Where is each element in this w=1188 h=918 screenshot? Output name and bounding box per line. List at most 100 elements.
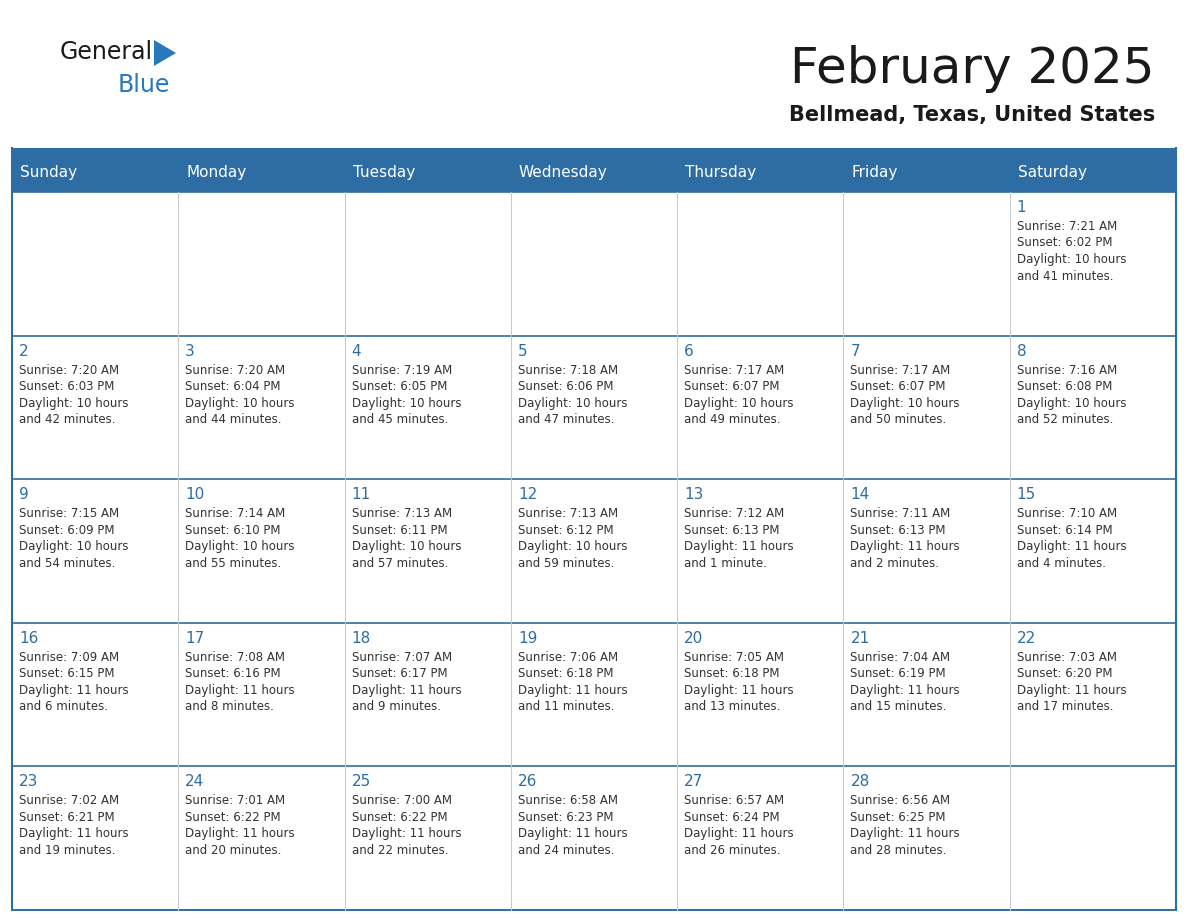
Text: Daylight: 10 hours: Daylight: 10 hours — [352, 397, 461, 409]
Text: Daylight: 10 hours: Daylight: 10 hours — [518, 540, 627, 554]
Text: Daylight: 11 hours: Daylight: 11 hours — [851, 540, 960, 554]
Bar — [345, 479, 511, 622]
Bar — [178, 192, 345, 336]
Text: and 41 minutes.: and 41 minutes. — [1017, 270, 1113, 283]
Text: Daylight: 11 hours: Daylight: 11 hours — [352, 827, 461, 840]
Text: Tuesday: Tuesday — [353, 165, 415, 181]
Text: Sunrise: 7:17 AM: Sunrise: 7:17 AM — [684, 364, 784, 376]
Text: and 2 minutes.: and 2 minutes. — [851, 556, 940, 570]
Text: February 2025: February 2025 — [790, 45, 1155, 93]
Text: Sunset: 6:23 PM: Sunset: 6:23 PM — [518, 811, 613, 823]
Text: Daylight: 10 hours: Daylight: 10 hours — [1017, 397, 1126, 409]
Text: and 22 minutes.: and 22 minutes. — [352, 844, 448, 856]
Text: and 59 minutes.: and 59 minutes. — [518, 556, 614, 570]
Text: 17: 17 — [185, 631, 204, 645]
Text: Sunrise: 7:07 AM: Sunrise: 7:07 AM — [352, 651, 451, 664]
Text: and 6 minutes.: and 6 minutes. — [19, 700, 108, 713]
Text: Sunrise: 7:14 AM: Sunrise: 7:14 AM — [185, 508, 285, 521]
Bar — [178, 767, 345, 910]
Text: 14: 14 — [851, 487, 870, 502]
Text: 9: 9 — [19, 487, 29, 502]
Text: Sunset: 6:06 PM: Sunset: 6:06 PM — [518, 380, 613, 393]
Bar — [843, 336, 1010, 479]
Text: 13: 13 — [684, 487, 703, 502]
Bar — [345, 622, 511, 767]
Text: Sunset: 6:04 PM: Sunset: 6:04 PM — [185, 380, 280, 393]
Text: Sunrise: 6:57 AM: Sunrise: 6:57 AM — [684, 794, 784, 808]
Text: Daylight: 11 hours: Daylight: 11 hours — [1017, 684, 1126, 697]
Text: Sunset: 6:20 PM: Sunset: 6:20 PM — [1017, 667, 1112, 680]
Text: and 54 minutes.: and 54 minutes. — [19, 556, 115, 570]
Text: and 28 minutes.: and 28 minutes. — [851, 844, 947, 856]
Text: 23: 23 — [19, 775, 38, 789]
Text: 21: 21 — [851, 631, 870, 645]
Text: Sunset: 6:15 PM: Sunset: 6:15 PM — [19, 667, 114, 680]
Text: Sunrise: 7:19 AM: Sunrise: 7:19 AM — [352, 364, 451, 376]
Text: Daylight: 11 hours: Daylight: 11 hours — [518, 684, 627, 697]
Text: Daylight: 11 hours: Daylight: 11 hours — [684, 827, 794, 840]
Text: Sunset: 6:10 PM: Sunset: 6:10 PM — [185, 523, 280, 537]
Bar — [511, 154, 677, 192]
Text: and 11 minutes.: and 11 minutes. — [518, 700, 614, 713]
Bar — [677, 192, 843, 336]
Text: 20: 20 — [684, 631, 703, 645]
Text: 12: 12 — [518, 487, 537, 502]
Text: Daylight: 11 hours: Daylight: 11 hours — [851, 684, 960, 697]
Bar — [12, 192, 178, 336]
Bar — [345, 767, 511, 910]
Text: and 49 minutes.: and 49 minutes. — [684, 413, 781, 426]
Bar — [12, 622, 178, 767]
Bar — [677, 336, 843, 479]
Text: and 17 minutes.: and 17 minutes. — [1017, 700, 1113, 713]
Bar — [511, 479, 677, 622]
Text: Daylight: 10 hours: Daylight: 10 hours — [684, 397, 794, 409]
Text: Sunrise: 7:12 AM: Sunrise: 7:12 AM — [684, 508, 784, 521]
Text: 25: 25 — [352, 775, 371, 789]
Text: and 19 minutes.: and 19 minutes. — [19, 844, 115, 856]
Text: Daylight: 11 hours: Daylight: 11 hours — [684, 684, 794, 697]
Text: Sunset: 6:03 PM: Sunset: 6:03 PM — [19, 380, 114, 393]
Bar — [345, 192, 511, 336]
Text: Daylight: 11 hours: Daylight: 11 hours — [1017, 540, 1126, 554]
Text: 6: 6 — [684, 343, 694, 359]
Text: Sunset: 6:13 PM: Sunset: 6:13 PM — [684, 523, 779, 537]
Bar — [1010, 192, 1176, 336]
Bar — [12, 336, 178, 479]
Text: 24: 24 — [185, 775, 204, 789]
Text: Thursday: Thursday — [685, 165, 757, 181]
Text: Sunrise: 7:02 AM: Sunrise: 7:02 AM — [19, 794, 119, 808]
Text: Sunset: 6:24 PM: Sunset: 6:24 PM — [684, 811, 779, 823]
Text: Blue: Blue — [118, 73, 170, 97]
Text: Sunset: 6:02 PM: Sunset: 6:02 PM — [1017, 237, 1112, 250]
Text: Sunset: 6:09 PM: Sunset: 6:09 PM — [19, 523, 114, 537]
Bar — [1010, 479, 1176, 622]
Text: Daylight: 11 hours: Daylight: 11 hours — [19, 827, 128, 840]
Polygon shape — [154, 40, 176, 66]
Bar — [843, 192, 1010, 336]
Text: 5: 5 — [518, 343, 527, 359]
Text: and 57 minutes.: and 57 minutes. — [352, 556, 448, 570]
Text: Daylight: 10 hours: Daylight: 10 hours — [518, 397, 627, 409]
Text: Sunrise: 7:04 AM: Sunrise: 7:04 AM — [851, 651, 950, 664]
Text: Sunset: 6:16 PM: Sunset: 6:16 PM — [185, 667, 280, 680]
Text: Bellmead, Texas, United States: Bellmead, Texas, United States — [789, 105, 1155, 125]
Text: 10: 10 — [185, 487, 204, 502]
Text: 19: 19 — [518, 631, 537, 645]
Text: Daylight: 11 hours: Daylight: 11 hours — [851, 827, 960, 840]
Text: Daylight: 11 hours: Daylight: 11 hours — [19, 684, 128, 697]
Text: Sunset: 6:14 PM: Sunset: 6:14 PM — [1017, 523, 1112, 537]
Text: 28: 28 — [851, 775, 870, 789]
Text: and 15 minutes.: and 15 minutes. — [851, 700, 947, 713]
Text: Daylight: 11 hours: Daylight: 11 hours — [518, 827, 627, 840]
Text: Daylight: 10 hours: Daylight: 10 hours — [185, 397, 295, 409]
Text: Daylight: 11 hours: Daylight: 11 hours — [185, 684, 295, 697]
Text: Sunrise: 7:01 AM: Sunrise: 7:01 AM — [185, 794, 285, 808]
Text: Daylight: 10 hours: Daylight: 10 hours — [19, 540, 128, 554]
Bar — [677, 622, 843, 767]
Text: Sunrise: 7:11 AM: Sunrise: 7:11 AM — [851, 508, 950, 521]
Text: Daylight: 10 hours: Daylight: 10 hours — [19, 397, 128, 409]
Text: Sunrise: 7:05 AM: Sunrise: 7:05 AM — [684, 651, 784, 664]
Bar — [12, 148, 1176, 154]
Bar — [345, 154, 511, 192]
Text: and 8 minutes.: and 8 minutes. — [185, 700, 274, 713]
